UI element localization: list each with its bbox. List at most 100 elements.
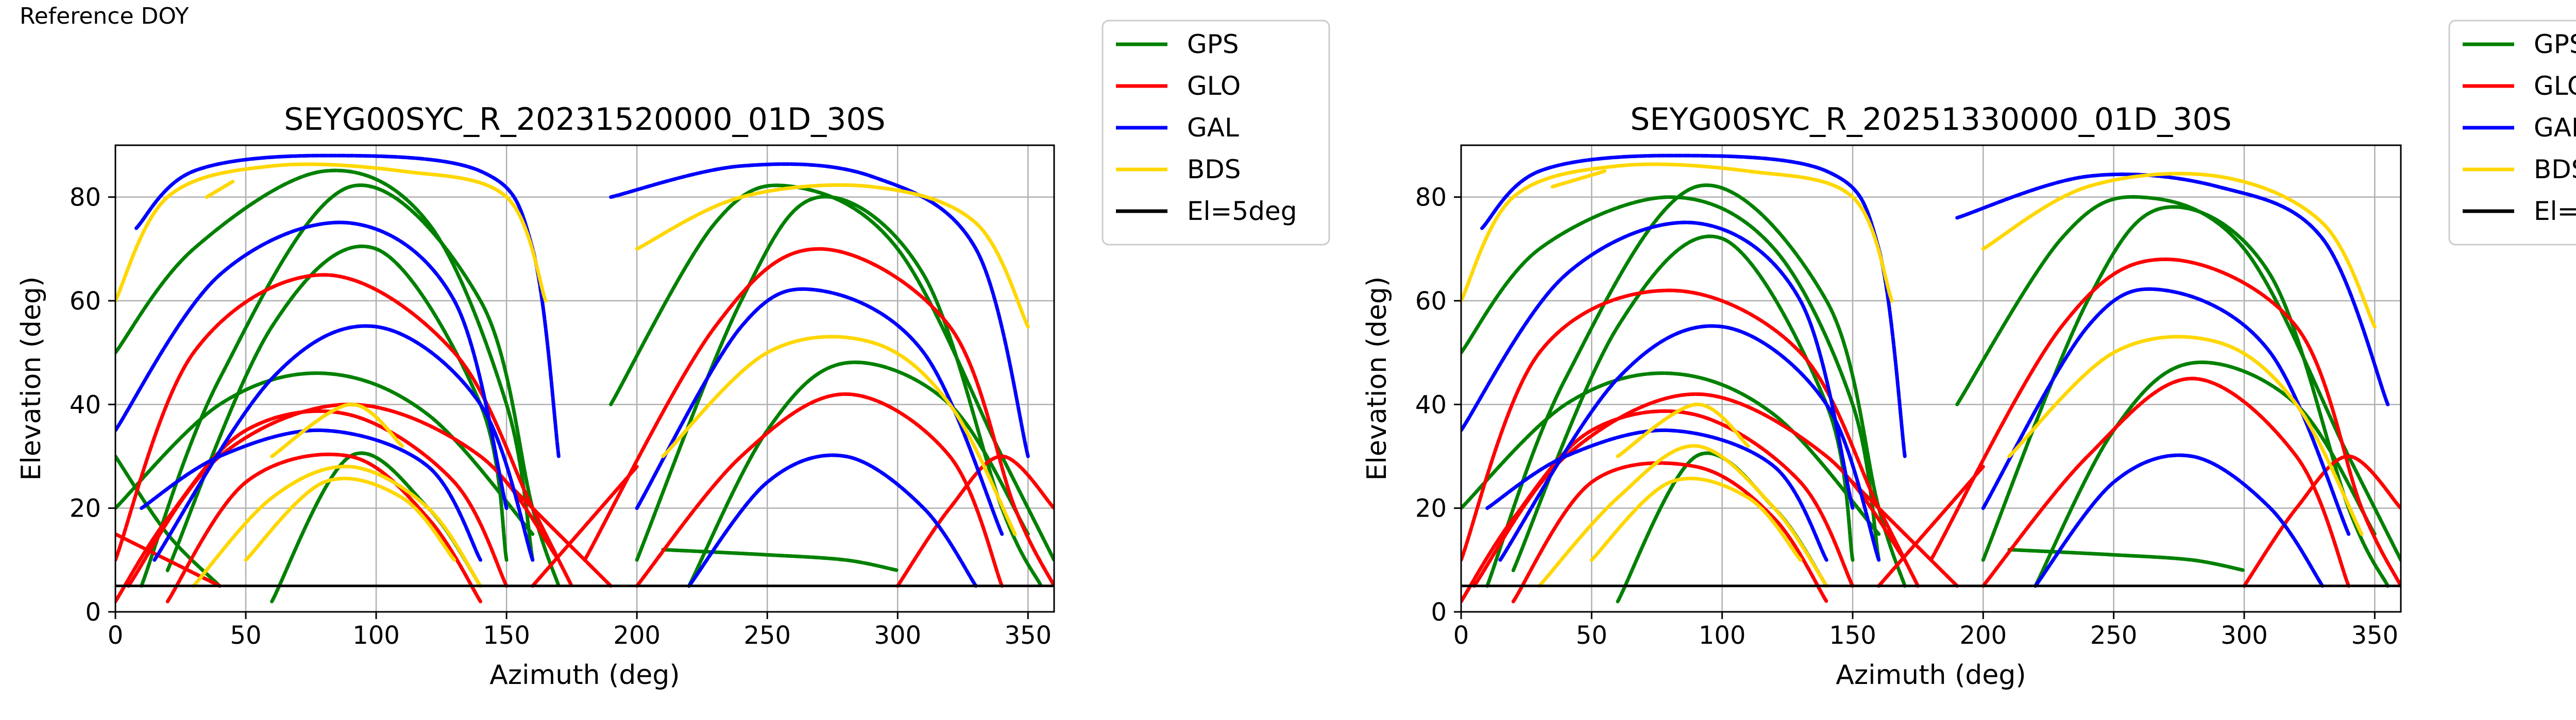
legend-label-gps: GPS <box>2534 29 2576 59</box>
satellite-track <box>1955 172 2390 406</box>
legend-label-glo: GLO <box>1187 71 1241 101</box>
satellite-track <box>1550 169 1607 188</box>
x-tick-label: 100 <box>352 621 400 650</box>
x-tick-label: 200 <box>1960 621 2007 650</box>
satellite-track <box>635 183 1030 329</box>
satellite-track <box>1480 153 1907 458</box>
satellite-track <box>1461 409 1855 604</box>
satellite-track <box>134 153 561 458</box>
chart-title: SEYG00SYC_R_20251330000_01D_30S <box>1630 101 2231 138</box>
y-tick-label: 80 <box>1415 183 1447 212</box>
x-tick-label: 200 <box>613 621 660 650</box>
satellite-track <box>1929 257 2401 588</box>
satellite-track <box>1955 195 2401 562</box>
y-tick-label: 40 <box>1415 390 1447 419</box>
satellite-track <box>165 452 483 604</box>
axes-frame <box>1460 144 2402 613</box>
axes-frame <box>114 144 1055 613</box>
x-tick-label: 100 <box>1699 621 1746 650</box>
satellite-track <box>687 361 1030 588</box>
satellite-track <box>115 162 548 303</box>
y-tick-label: 40 <box>70 390 101 419</box>
satellite-track <box>2033 453 2325 588</box>
legend-label-el-5deg: El=5deg <box>1187 196 1297 226</box>
satellite-track <box>1485 428 1828 562</box>
satellite-track <box>270 402 404 458</box>
figure-label: Reference DOY <box>20 3 189 29</box>
satellite-track <box>1981 172 2377 329</box>
chart-title: SEYG00SYC_R_20231520000_01D_30S <box>284 101 885 138</box>
x-tick-label: 300 <box>874 621 922 650</box>
x-tick-label: 150 <box>483 621 530 650</box>
satellite-track <box>635 392 1004 588</box>
y-axis-label: Elevation (deg) <box>16 277 47 481</box>
satellite-track <box>1877 465 1985 588</box>
satellite-track <box>2007 335 2364 536</box>
satellite-track <box>152 324 535 562</box>
satellite-track <box>115 371 535 536</box>
legend-label-gal: GAL <box>2534 113 2576 143</box>
x-tick-label: 150 <box>1829 621 1876 650</box>
plot-area <box>1461 153 2401 604</box>
satellite-track <box>244 476 456 562</box>
legend-label-glo: GLO <box>2534 71 2576 101</box>
y-tick-label: 0 <box>85 598 101 627</box>
satellite-track <box>609 162 1030 458</box>
x-tick-label: 300 <box>2221 621 2268 650</box>
satellite-track <box>504 480 613 588</box>
legend: GPS GLO GAL BDS El=5deg <box>1101 20 1330 246</box>
legend-label-gps: GPS <box>1187 29 1239 59</box>
series-gps <box>115 168 1054 604</box>
satellite-track <box>1498 324 1881 562</box>
satellite-track <box>115 168 535 562</box>
satellite-track <box>1461 220 1855 510</box>
satellite-track <box>115 409 509 604</box>
y-tick-label: 60 <box>1415 287 1447 316</box>
x-tick-label: 350 <box>2351 621 2399 650</box>
series-gal <box>115 153 1030 588</box>
satellite-track <box>531 465 639 588</box>
satellite-track <box>1485 183 1907 588</box>
satellite-track <box>1537 444 1828 588</box>
satellite-track <box>205 180 235 199</box>
x-tick-label: 250 <box>2090 621 2138 650</box>
x-axis-label: Azimuth (deg) <box>1836 660 2026 691</box>
legend-label-gal: GAL <box>1187 113 1239 143</box>
x-tick-label: 0 <box>108 621 124 650</box>
x-tick-label: 350 <box>1005 621 1052 650</box>
x-tick-label: 0 <box>1453 621 1469 650</box>
y-tick-label: 20 <box>1415 494 1447 523</box>
x-tick-label: 50 <box>230 621 262 650</box>
series-glo <box>115 247 1054 604</box>
satellite-track <box>583 247 1054 588</box>
satellite-track <box>2033 361 2377 588</box>
satellite-track <box>1589 476 1803 562</box>
legend-label-el-5deg: El=5deg <box>2534 196 2576 226</box>
satellite-track <box>1616 402 1750 458</box>
satellite-track <box>115 532 222 588</box>
series-bds <box>1461 162 2377 588</box>
satellite-track <box>895 454 1054 588</box>
satellite-track <box>1461 162 1894 303</box>
satellite-track <box>1981 287 2351 536</box>
y-tick-label: 20 <box>70 494 101 523</box>
satellite-track <box>687 453 978 588</box>
x-axis-label: Azimuth (deg) <box>489 660 680 691</box>
x-tick-label: 250 <box>743 621 791 650</box>
satellite-track <box>661 547 900 572</box>
satellite-track <box>2007 547 2246 572</box>
x-tick-label: 50 <box>1576 621 1607 650</box>
satellite-track <box>140 183 561 588</box>
satellite-track <box>2242 454 2401 588</box>
chart-2: 0 50 100 150 200 250 300 350 0 20 40 60 80 SEYG00SYC_… <box>1362 20 2576 691</box>
satellite-track <box>1461 371 1881 536</box>
legend: GPS GLO GAL BDS El=5deg <box>2448 20 2576 246</box>
y-tick-label: 60 <box>70 287 101 316</box>
satellite-track <box>1461 195 1881 562</box>
series-gal <box>1461 153 2390 588</box>
legend-label-bds: BDS <box>1187 155 1241 184</box>
satellite-track <box>635 287 1004 536</box>
plot-area <box>115 153 1054 604</box>
satellite-track <box>115 220 509 510</box>
